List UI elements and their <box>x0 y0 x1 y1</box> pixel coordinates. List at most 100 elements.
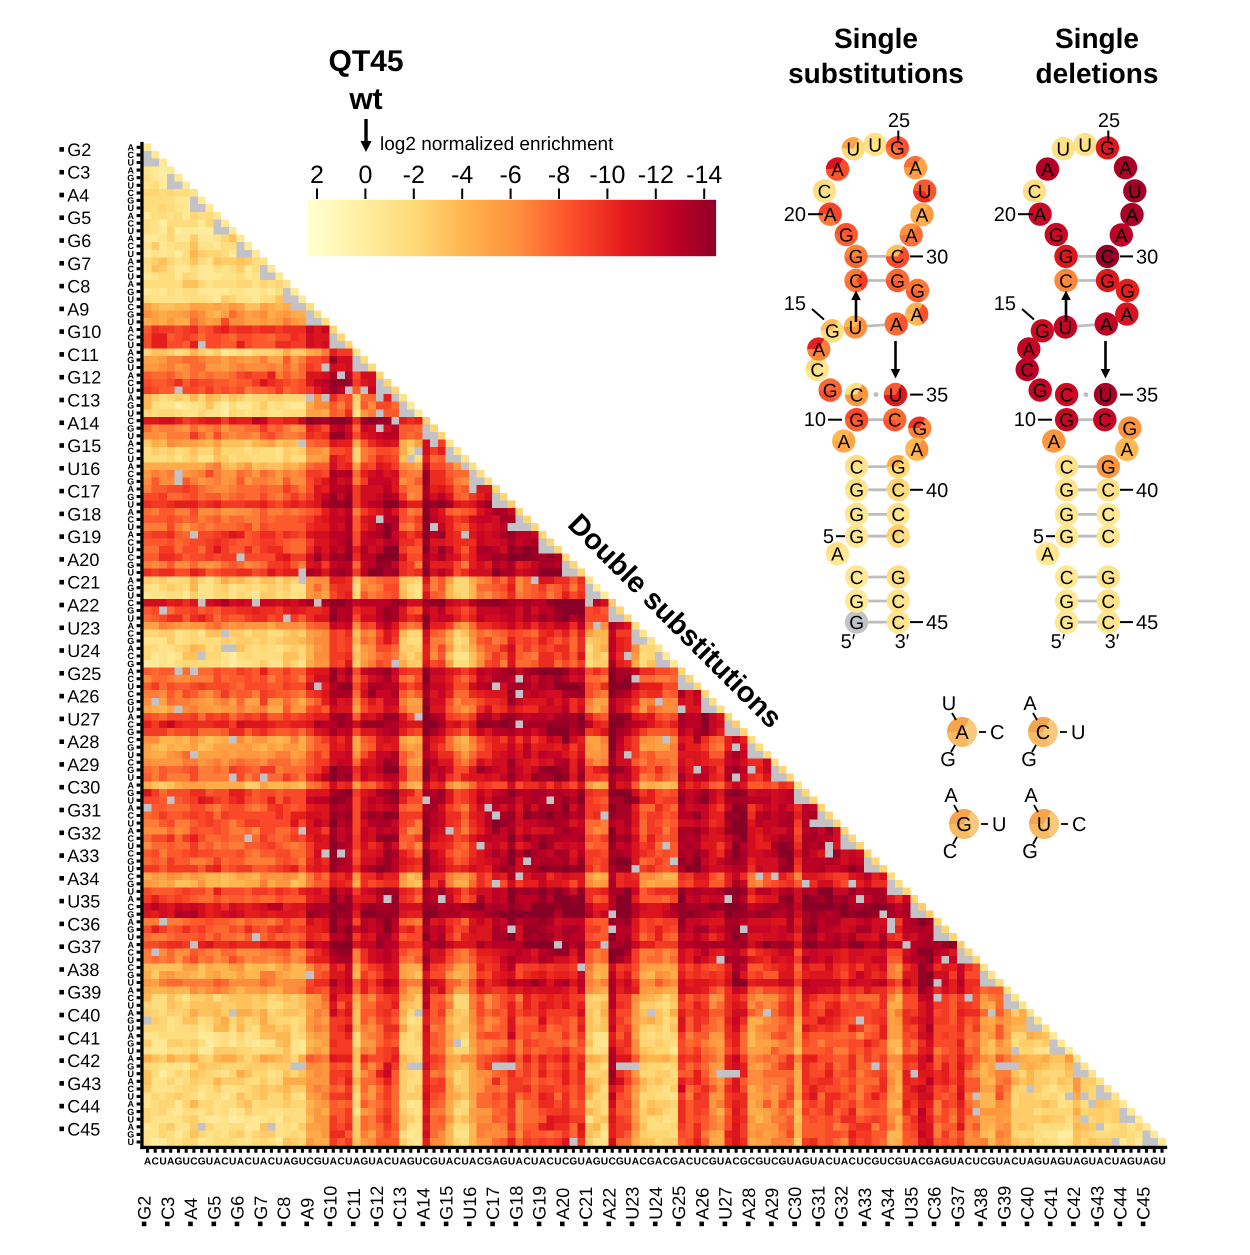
svg-text:U27: U27 <box>716 1187 736 1220</box>
svg-text:C: C <box>221 1156 229 1167</box>
svg-text:A: A <box>446 1156 454 1167</box>
svg-text:A: A <box>1047 432 1060 453</box>
svg-text:C: C <box>891 481 905 502</box>
svg-text:C: C <box>127 758 134 768</box>
svg-text:C: C <box>127 720 134 730</box>
svg-text:C17: C17 <box>483 1187 503 1220</box>
svg-text:G6: G6 <box>67 231 91 251</box>
svg-text:A: A <box>399 1156 407 1167</box>
svg-text:C: C <box>127 553 134 563</box>
svg-text:G18: G18 <box>506 1186 526 1220</box>
svg-text:A26: A26 <box>67 687 99 707</box>
svg-text:C11: C11 <box>67 345 99 365</box>
svg-text:U: U <box>322 1156 329 1167</box>
svg-text:U: U <box>554 1156 561 1167</box>
svg-text:C: C <box>1028 182 1042 203</box>
svg-text:U: U <box>856 1156 863 1167</box>
svg-text:G: G <box>127 909 134 919</box>
svg-text:G: G <box>1034 1156 1042 1167</box>
svg-text:G: G <box>430 1156 438 1167</box>
svg-text:A: A <box>144 1156 152 1167</box>
svg-text:A: A <box>585 1156 593 1167</box>
svg-text:G: G <box>127 606 134 616</box>
svg-text:G: G <box>175 1156 183 1167</box>
svg-text:A: A <box>812 340 825 361</box>
svg-text:C: C <box>990 722 1004 744</box>
svg-text:G: G <box>1021 749 1037 771</box>
svg-text:C: C <box>1011 1156 1019 1167</box>
svg-text:C: C <box>127 811 134 821</box>
svg-text:10: 10 <box>1014 409 1036 431</box>
svg-text:U: U <box>601 1156 608 1167</box>
svg-text:U: U <box>880 1156 887 1167</box>
svg-text:A33: A33 <box>855 1188 875 1220</box>
svg-text:G: G <box>127 856 134 866</box>
svg-text:C: C <box>1036 722 1050 744</box>
svg-text:G: G <box>569 1156 577 1167</box>
svg-text:G: G <box>755 1156 763 1167</box>
svg-text:G: G <box>890 139 905 160</box>
svg-text:U: U <box>889 385 903 406</box>
svg-text:U: U <box>833 1156 840 1167</box>
svg-text:log2 normalized enrichment: log2 normalized enrichment <box>380 134 614 155</box>
svg-text:A: A <box>916 205 929 226</box>
svg-text:A: A <box>127 1077 134 1087</box>
svg-text:A: A <box>127 826 134 836</box>
svg-text:C: C <box>1101 505 1115 526</box>
svg-text:A: A <box>1119 159 1132 180</box>
svg-text:G15: G15 <box>437 1186 457 1220</box>
svg-text:A: A <box>283 1156 291 1167</box>
svg-text:A: A <box>1120 1156 1128 1167</box>
svg-text:A: A <box>1041 160 1054 181</box>
svg-text:A: A <box>905 226 918 247</box>
svg-text:A26: A26 <box>692 1188 712 1220</box>
svg-text:C: C <box>127 834 134 844</box>
svg-text:G37: G37 <box>67 937 101 957</box>
svg-text:U: U <box>1135 1156 1142 1167</box>
svg-text:C: C <box>127 735 134 745</box>
svg-text:C: C <box>732 1156 740 1167</box>
svg-text:A: A <box>353 1156 361 1167</box>
svg-text:C: C <box>1060 385 1074 406</box>
svg-text:45: 45 <box>1136 612 1158 634</box>
svg-text:U: U <box>127 818 134 828</box>
svg-text:C: C <box>127 849 134 859</box>
svg-text:G12: G12 <box>67 368 101 388</box>
svg-text:C41: C41 <box>67 1028 100 1048</box>
svg-text:G39: G39 <box>994 1186 1014 1220</box>
svg-text:U: U <box>1112 1156 1119 1167</box>
svg-text:U24: U24 <box>646 1187 666 1220</box>
svg-text:U16: U16 <box>460 1187 480 1220</box>
svg-text:C: C <box>384 1156 392 1167</box>
svg-text:U: U <box>918 182 932 203</box>
svg-text:G12: G12 <box>367 1186 387 1220</box>
svg-text:G43: G43 <box>67 1074 101 1094</box>
svg-text:C: C <box>918 1156 926 1167</box>
svg-text:A: A <box>1041 545 1054 566</box>
svg-text:C: C <box>1101 527 1115 548</box>
svg-text:C: C <box>1101 613 1115 634</box>
svg-text:G31: G31 <box>809 1186 829 1220</box>
svg-text:-14: -14 <box>686 161 722 189</box>
svg-text:U: U <box>127 1114 134 1124</box>
svg-text:A4: A4 <box>181 1198 201 1220</box>
svg-text:U: U <box>127 499 134 509</box>
svg-text:G: G <box>291 1156 299 1167</box>
svg-text:G: G <box>891 568 906 589</box>
svg-text:C: C <box>887 1156 895 1167</box>
svg-text:G39: G39 <box>67 983 101 1003</box>
svg-text:C: C <box>127 218 134 228</box>
svg-text:G: G <box>1057 1156 1065 1167</box>
svg-text:G: G <box>127 401 134 411</box>
svg-text:U: U <box>127 408 134 418</box>
svg-text:C: C <box>825 1156 833 1167</box>
svg-text:G: G <box>127 173 134 183</box>
svg-text:A: A <box>1034 205 1047 226</box>
svg-text:C11: C11 <box>344 1188 364 1220</box>
svg-text:C: C <box>127 515 134 525</box>
svg-text:G: G <box>825 322 840 343</box>
svg-text:C: C <box>127 689 134 699</box>
svg-text:U: U <box>127 522 134 532</box>
svg-text:U: U <box>127 431 134 441</box>
svg-text:G: G <box>127 355 134 365</box>
